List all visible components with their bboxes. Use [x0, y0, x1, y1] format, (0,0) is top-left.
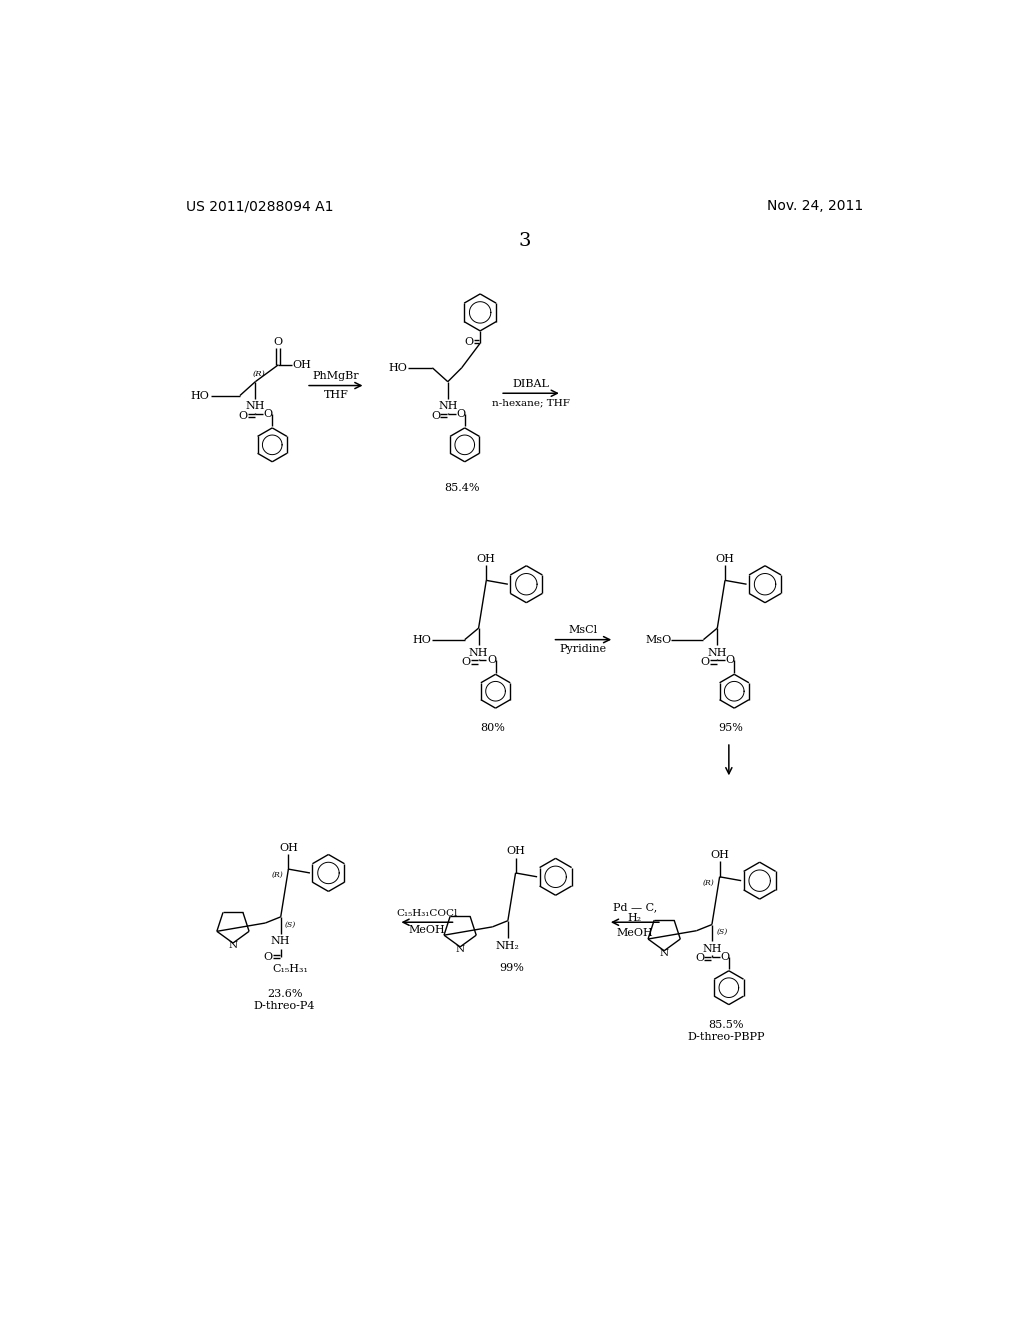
Text: MeOH: MeOH	[616, 928, 653, 939]
Text: 85.4%: 85.4%	[444, 483, 479, 492]
Text: NH: NH	[702, 944, 722, 954]
Text: n-hexane; THF: n-hexane; THF	[492, 399, 570, 407]
Text: NH: NH	[246, 401, 265, 412]
Text: N: N	[456, 945, 465, 953]
Text: (R): (R)	[271, 871, 284, 879]
Text: NH₂: NH₂	[496, 941, 520, 952]
Text: (S): (S)	[285, 920, 296, 928]
Text: HO: HO	[190, 391, 209, 400]
Text: US 2011/0288094 A1: US 2011/0288094 A1	[186, 199, 334, 213]
Text: O: O	[726, 656, 735, 665]
Text: O: O	[721, 952, 729, 962]
Text: HO: HO	[413, 635, 431, 644]
Text: O: O	[457, 409, 466, 418]
Text: 23.6%: 23.6%	[267, 989, 302, 999]
Text: MeOH: MeOH	[409, 925, 445, 935]
Text: H₂: H₂	[628, 913, 642, 924]
Text: (R): (R)	[253, 370, 265, 378]
Text: NH: NH	[708, 648, 727, 657]
Text: C₁₅H₃₁: C₁₅H₃₁	[272, 964, 308, 974]
Text: DIBAL: DIBAL	[513, 379, 550, 389]
Text: O: O	[462, 657, 471, 667]
Text: D-threo-PBPP: D-threo-PBPP	[687, 1032, 765, 1041]
Text: OH: OH	[292, 360, 311, 370]
Text: O: O	[431, 411, 440, 421]
Text: OH: OH	[506, 846, 525, 857]
Text: 85.5%: 85.5%	[708, 1019, 743, 1030]
Text: (S): (S)	[717, 928, 727, 936]
Text: O: O	[695, 953, 705, 964]
Text: N: N	[659, 949, 669, 957]
Text: HO: HO	[388, 363, 408, 372]
Text: NH: NH	[271, 936, 291, 946]
Text: NH: NH	[438, 401, 458, 412]
Text: Nov. 24, 2011: Nov. 24, 2011	[767, 199, 863, 213]
Text: C₁₅H₃₁COCl: C₁₅H₃₁COCl	[396, 908, 458, 917]
Text: O: O	[239, 411, 248, 421]
Text: MsO: MsO	[646, 635, 672, 644]
Text: 3: 3	[518, 232, 531, 249]
Text: OH: OH	[477, 554, 496, 564]
Text: N: N	[228, 941, 238, 950]
Text: 80%: 80%	[480, 723, 505, 733]
Text: MsCl: MsCl	[568, 626, 598, 635]
Text: O: O	[487, 656, 497, 665]
Text: PhMgBr: PhMgBr	[313, 371, 359, 381]
Text: NH: NH	[469, 648, 488, 657]
Text: 95%: 95%	[719, 723, 743, 733]
Text: D-threo-P4: D-threo-P4	[254, 1001, 315, 1011]
Text: THF: THF	[324, 389, 348, 400]
Text: OH: OH	[279, 842, 298, 853]
Text: (R): (R)	[702, 879, 715, 887]
Text: OH: OH	[711, 850, 729, 861]
Text: Pd — C,: Pd — C,	[612, 902, 657, 912]
Text: 99%: 99%	[500, 964, 524, 973]
Text: Pyridine: Pyridine	[560, 644, 607, 653]
Text: O: O	[264, 952, 273, 962]
Text: OH: OH	[716, 554, 734, 564]
Text: O: O	[465, 337, 474, 347]
Text: O: O	[264, 409, 273, 418]
Text: O: O	[273, 337, 283, 347]
Text: O: O	[700, 657, 710, 667]
